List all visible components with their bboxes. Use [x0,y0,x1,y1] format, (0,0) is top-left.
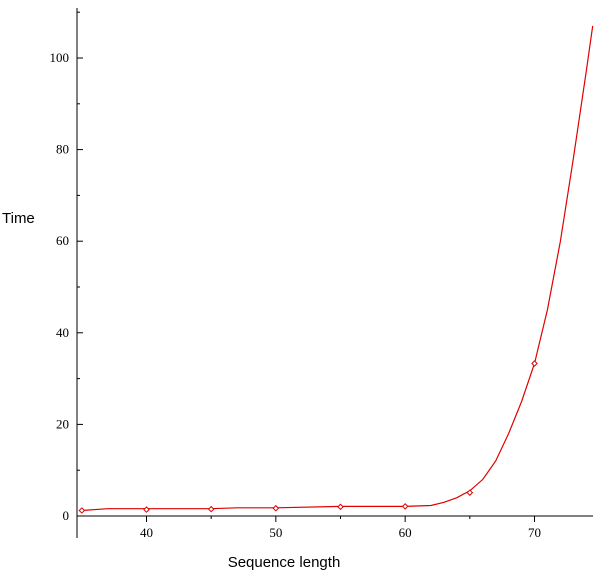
y-tick-label: 80 [56,142,69,157]
y-axis-title: Time [2,210,35,227]
x-tick-label: 40 [140,525,153,540]
data-point [401,503,409,510]
y-tick-label: 100 [50,50,70,65]
y-tick-label: 40 [56,325,69,340]
y-tick-label: 20 [56,416,69,431]
plot-area [78,25,594,514]
data-point [143,506,150,513]
ticks: 0 20 40 60 80 100 40 50 60 70 [50,11,541,540]
series-line [81,25,594,512]
x-tick-label: 70 [528,525,541,540]
data-point [272,504,280,512]
data-point [466,489,474,496]
y-tick-label: 0 [63,508,70,523]
data-point [531,360,538,367]
data-point [207,505,215,513]
x-tick-label: 60 [399,525,412,540]
data-point [78,507,86,514]
y-tick-label: 60 [56,233,69,248]
data-point [337,503,344,511]
x-axis-title: Sequence length [228,554,341,571]
x-tick-label: 50 [269,525,282,540]
axes [76,8,593,538]
